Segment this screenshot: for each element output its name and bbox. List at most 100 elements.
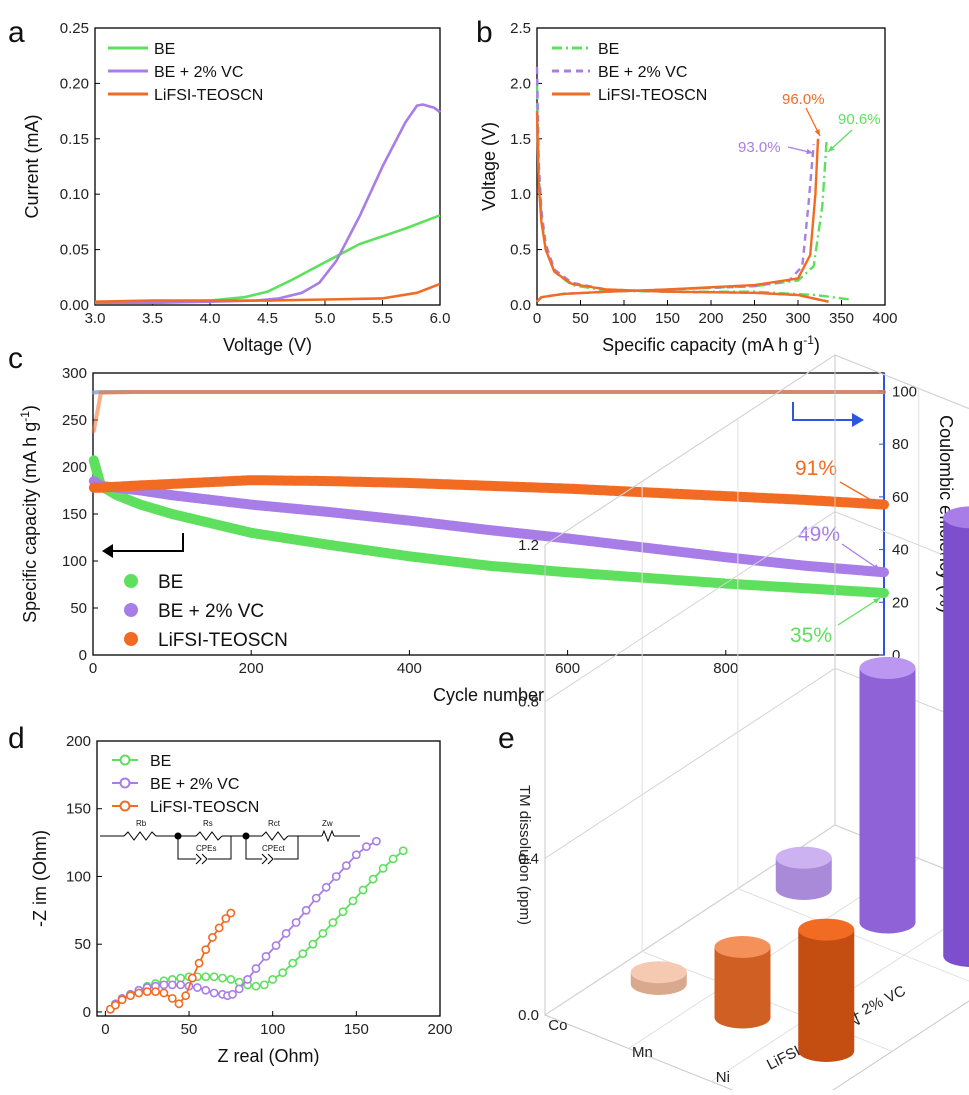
- y2-tick-label: 40: [892, 542, 909, 559]
- data-point: [281, 928, 291, 938]
- panel-label-e: e: [498, 722, 515, 755]
- x-tick-label: 5.5: [372, 310, 393, 327]
- resistor-rb: [123, 831, 157, 841]
- y-tick-label: 0: [83, 1004, 91, 1021]
- y-grid-line: [737, 418, 969, 982]
- bar-side: [714, 947, 771, 1029]
- series-line: [94, 282, 441, 303]
- annotation-label: 96.0%: [782, 91, 825, 108]
- y-tick-label: 2.5: [510, 20, 531, 37]
- cpe-s-symbol: [195, 853, 208, 865]
- chart-d: 0 50 100 150 200 0 50 100 150 200 Z real (Ohm) -Z i…: [30, 733, 453, 1066]
- data-point: [218, 973, 227, 983]
- bar-top: [943, 506, 969, 529]
- data-point: [201, 985, 211, 995]
- data-point: [214, 923, 224, 933]
- data-point: [261, 951, 271, 961]
- y-tick-label: 0.5: [510, 242, 531, 259]
- series-line: [95, 103, 441, 305]
- annotation-arrow-head: [806, 148, 813, 155]
- y-tick-label: 100: [62, 553, 87, 570]
- data-point: [398, 846, 408, 856]
- x-tick-label: 800: [713, 660, 738, 677]
- y-tick-label: 200: [66, 733, 91, 750]
- panel-label-d: d: [8, 722, 25, 755]
- y-axis-label: -Z im (Ohm): [30, 830, 50, 927]
- y2-tick-label: 0: [892, 647, 900, 664]
- series-line: [95, 214, 441, 305]
- data-point: [201, 945, 211, 955]
- data-point: [187, 973, 197, 983]
- legend-marker: [124, 574, 138, 588]
- y-axis-label: Specific capacity (mA h g-1): [18, 405, 40, 623]
- legend-marker: [119, 800, 131, 812]
- y-tick-label: 0.10: [60, 186, 89, 203]
- annotation-arrow-head: [814, 129, 820, 136]
- x-tick-label: 100: [611, 310, 636, 327]
- legend-label: LiFSI-TEOSCN: [598, 87, 707, 104]
- data-point: [194, 958, 204, 968]
- data-point: [328, 918, 338, 927]
- bar-top: [630, 961, 687, 984]
- data-point: [142, 987, 152, 997]
- bar-top: [775, 846, 832, 869]
- cpe-ct-symbol: [261, 853, 274, 865]
- data-point: [278, 968, 288, 978]
- x-tick-label: 3.5: [142, 310, 163, 327]
- y-tick-label: 200: [62, 459, 87, 476]
- x-tick-label: 4.0: [200, 310, 221, 327]
- data-point: [228, 989, 237, 999]
- x-tick-label: 150: [344, 1021, 369, 1038]
- y-tick-label: 2.0: [510, 75, 531, 92]
- x-tick-label: 600: [555, 660, 580, 677]
- legend-marker: [124, 632, 138, 646]
- y-tick-label: 1.0: [510, 186, 531, 203]
- y-axis-label: Voltage (V): [479, 122, 499, 211]
- data-point: [271, 941, 281, 950]
- y-tick-label: 50: [74, 936, 91, 953]
- data-point: [378, 863, 388, 873]
- circuit-wire: [274, 836, 299, 860]
- left-wall: [544, 354, 836, 1016]
- y-tick-label: 100: [66, 868, 91, 885]
- capacity-band: [88, 475, 889, 510]
- bar-side: [859, 667, 916, 934]
- legend-marker: [119, 777, 131, 789]
- bar-side: [775, 857, 832, 900]
- panel-label-b: b: [476, 16, 493, 49]
- x-tick-label: 200: [427, 1021, 452, 1038]
- y-tick-label: 50: [70, 600, 87, 617]
- data-point: [134, 988, 144, 998]
- data-point: [251, 981, 261, 991]
- annotation-arrow-head: [871, 498, 878, 504]
- data-point: [126, 991, 135, 1001]
- annotation-arrow: [837, 597, 881, 626]
- data-point: [181, 991, 191, 1001]
- circuit-wire: [177, 836, 196, 860]
- data-point: [301, 905, 311, 915]
- y-axis-label: Current (mA): [22, 114, 42, 218]
- legend-label: BE + 2% VC: [158, 601, 264, 622]
- x-tick-label: 100: [260, 1021, 285, 1038]
- data-point: [388, 854, 398, 864]
- y-tick-label: 0.15: [60, 131, 89, 148]
- bar-side: [943, 517, 969, 967]
- circuit-label-rs: Rs: [203, 819, 213, 828]
- panel-label-a: a: [8, 16, 25, 49]
- data-point: [221, 914, 231, 923]
- bar-top: [859, 656, 916, 679]
- x-axis-label: Specific capacity (mA h g-1): [602, 333, 820, 355]
- x-tick-label: 200: [239, 660, 264, 677]
- legend-label: BE: [598, 41, 619, 58]
- y2-tick-label: 100: [892, 383, 917, 400]
- data-point: [368, 874, 378, 884]
- resistor-rs: [195, 831, 223, 841]
- capacity-band: [88, 476, 889, 578]
- data-point: [288, 958, 298, 968]
- data-point: [208, 933, 217, 942]
- legend-label: BE: [154, 41, 175, 58]
- data-point: [151, 987, 160, 997]
- data-point: [291, 918, 301, 927]
- x-tick-label: 4.5: [257, 310, 278, 327]
